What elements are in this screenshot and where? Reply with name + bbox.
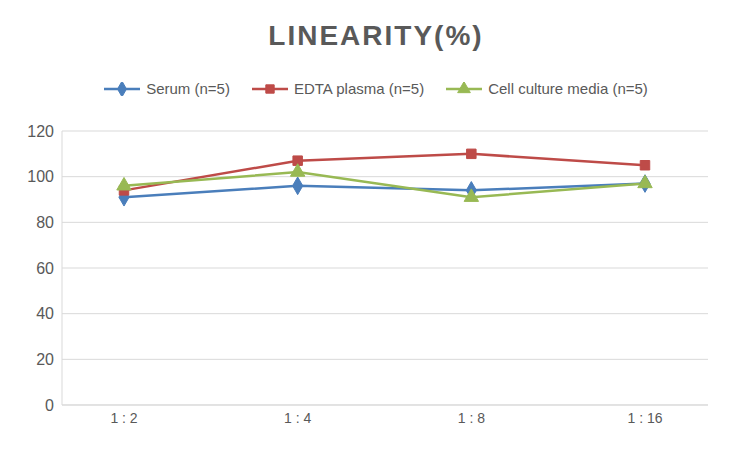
svg-text:60: 60 <box>36 260 54 277</box>
svg-text:120: 120 <box>27 123 54 140</box>
svg-text:1 : 4: 1 : 4 <box>284 410 311 426</box>
svg-text:100: 100 <box>27 168 54 185</box>
svg-text:80: 80 <box>36 214 54 231</box>
html-text:Serum (n=5): Serum (n=5) <box>146 80 230 97</box>
svg-text:40: 40 <box>36 305 54 322</box>
html-text:LINEARITY(%): LINEARITY(%) <box>268 20 484 51</box>
svg-text:1 : 8: 1 : 8 <box>458 410 485 426</box>
svg-text:20: 20 <box>36 351 54 368</box>
svg-text:0: 0 <box>45 397 54 414</box>
svg-text:1 : 2: 1 : 2 <box>110 410 137 426</box>
html-text:Cell culture media (n=5): Cell culture media (n=5) <box>488 80 648 97</box>
svg-text:1 : 16: 1 : 16 <box>627 410 662 426</box>
html-text:EDTA plasma (n=5): EDTA plasma (n=5) <box>294 80 425 97</box>
